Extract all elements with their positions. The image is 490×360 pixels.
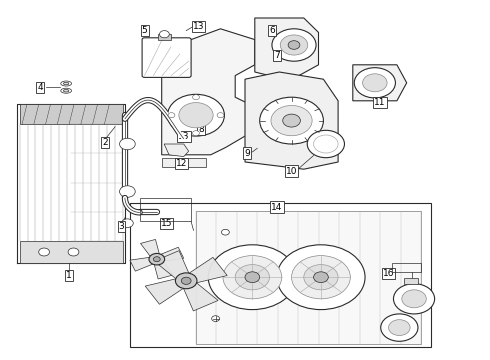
Circle shape — [402, 290, 426, 308]
Circle shape — [39, 248, 49, 256]
Polygon shape — [145, 277, 189, 304]
Ellipse shape — [64, 82, 69, 85]
Polygon shape — [141, 239, 161, 260]
Circle shape — [149, 253, 165, 265]
Circle shape — [292, 256, 350, 299]
Circle shape — [354, 68, 395, 98]
Circle shape — [245, 272, 260, 283]
Polygon shape — [183, 257, 227, 284]
Circle shape — [381, 314, 418, 341]
Bar — [404, 278, 418, 284]
Circle shape — [120, 186, 135, 197]
Circle shape — [235, 265, 270, 290]
Circle shape — [272, 29, 316, 61]
Text: 11: 11 — [374, 98, 386, 107]
Polygon shape — [162, 29, 255, 155]
Bar — [196, 211, 421, 344]
FancyBboxPatch shape — [142, 38, 191, 77]
Text: 14: 14 — [271, 202, 283, 211]
Bar — [20, 104, 122, 124]
Circle shape — [363, 74, 387, 92]
Polygon shape — [154, 251, 191, 283]
Bar — [158, 34, 171, 40]
Polygon shape — [130, 256, 158, 271]
Circle shape — [283, 114, 300, 127]
Bar — [20, 241, 122, 263]
Bar — [392, 263, 421, 272]
Circle shape — [307, 130, 344, 158]
Polygon shape — [153, 258, 173, 279]
Circle shape — [314, 272, 328, 283]
Text: 4: 4 — [37, 83, 43, 91]
Circle shape — [68, 248, 79, 256]
Circle shape — [223, 256, 282, 299]
Polygon shape — [181, 279, 218, 311]
Circle shape — [277, 245, 365, 310]
Bar — [162, 158, 206, 167]
Polygon shape — [255, 18, 318, 79]
Circle shape — [181, 277, 191, 284]
Circle shape — [168, 113, 175, 118]
Bar — [140, 198, 191, 221]
Text: 13: 13 — [178, 132, 190, 141]
Text: 15: 15 — [161, 219, 172, 228]
Text: 12: 12 — [175, 159, 187, 168]
Circle shape — [193, 131, 199, 136]
Text: 9: 9 — [245, 149, 250, 158]
Text: 3: 3 — [119, 222, 124, 231]
Text: 16: 16 — [383, 269, 394, 278]
Text: 1: 1 — [66, 271, 72, 280]
Ellipse shape — [61, 81, 72, 86]
Text: 13: 13 — [193, 22, 204, 31]
Circle shape — [120, 138, 135, 150]
Polygon shape — [164, 144, 189, 157]
Circle shape — [280, 35, 308, 55]
Circle shape — [221, 229, 229, 235]
Text: 10: 10 — [286, 166, 297, 175]
Polygon shape — [353, 65, 407, 101]
Circle shape — [271, 105, 312, 136]
Circle shape — [389, 320, 410, 336]
Circle shape — [288, 41, 300, 49]
Circle shape — [208, 245, 296, 310]
Circle shape — [193, 95, 199, 100]
Text: 7: 7 — [274, 51, 280, 60]
Circle shape — [212, 316, 220, 321]
Text: 5: 5 — [142, 26, 147, 35]
Polygon shape — [155, 247, 184, 262]
Ellipse shape — [64, 90, 69, 92]
Bar — [130, 203, 431, 347]
Circle shape — [179, 103, 213, 128]
Text: 2: 2 — [102, 138, 108, 147]
Circle shape — [175, 273, 197, 289]
Ellipse shape — [61, 88, 72, 93]
Circle shape — [304, 265, 338, 290]
Circle shape — [122, 219, 133, 228]
Text: 8: 8 — [198, 125, 204, 134]
Circle shape — [393, 284, 435, 314]
Circle shape — [217, 113, 224, 118]
Polygon shape — [245, 72, 338, 169]
Circle shape — [153, 257, 160, 262]
Circle shape — [168, 94, 224, 136]
Circle shape — [159, 31, 170, 38]
Circle shape — [260, 97, 323, 144]
Text: 6: 6 — [269, 26, 275, 35]
